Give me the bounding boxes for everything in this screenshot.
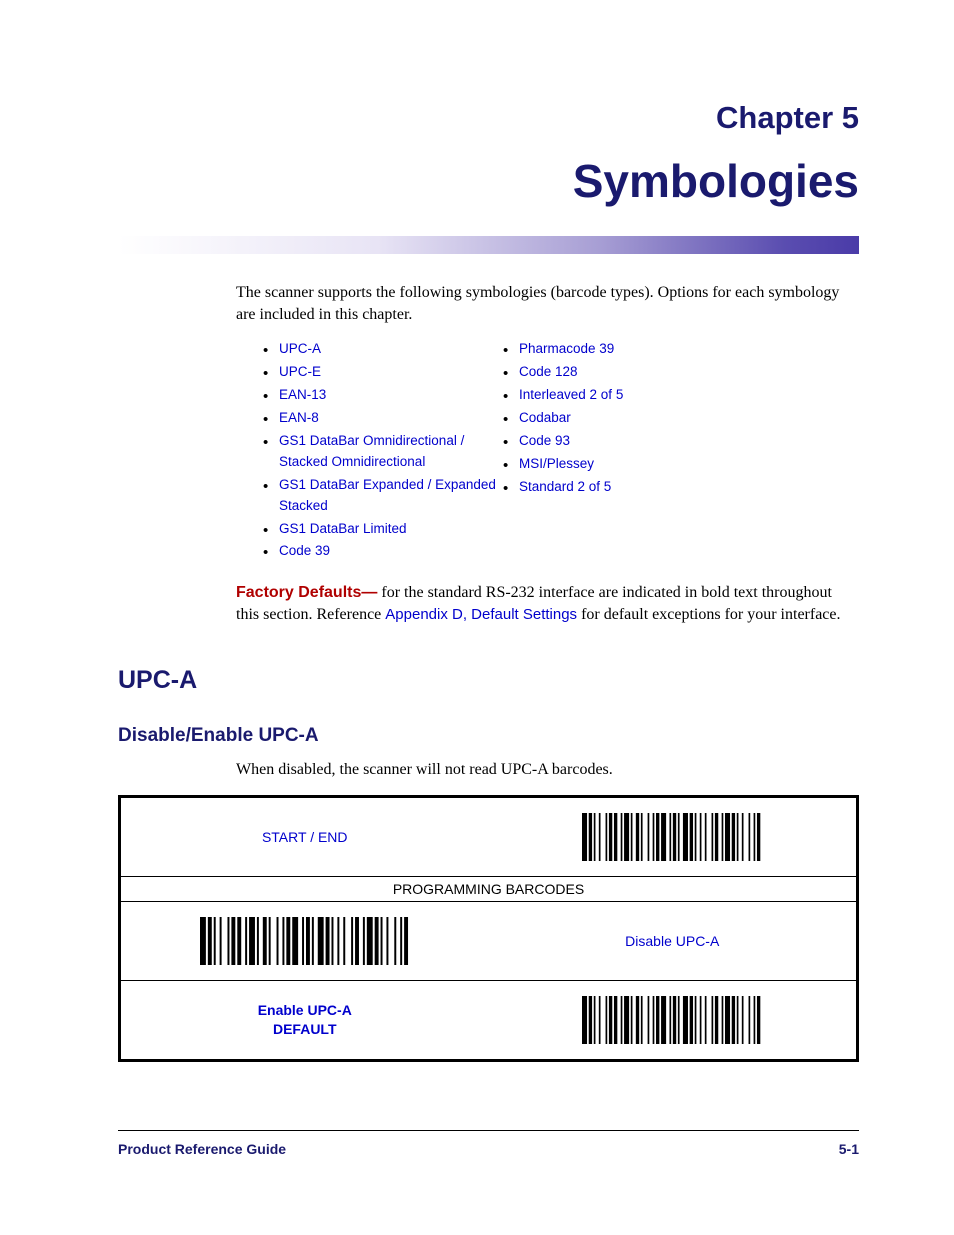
symbology-link[interactable]: UPC-A: [263, 339, 503, 360]
symbology-link[interactable]: EAN-8: [263, 408, 503, 429]
barcode-start-end: [582, 813, 762, 861]
symbology-link[interactable]: Code 39: [263, 541, 503, 562]
start-end-label: START / END: [262, 828, 348, 846]
footer-left: Product Reference Guide: [118, 1141, 286, 1157]
page-footer: Product Reference Guide 5-1: [118, 1130, 859, 1157]
symbology-link[interactable]: GS1 DataBar Omnidirectional / Stacked Om…: [263, 431, 503, 473]
symbology-lists: UPC-AUPC-EEAN-13EAN-8GS1 DataBar Omnidir…: [263, 339, 859, 564]
symbology-link[interactable]: EAN-13: [263, 385, 503, 406]
symbology-link[interactable]: UPC-E: [263, 362, 503, 383]
factory-defaults-label: Factory Defaults—: [236, 584, 377, 601]
symbology-link[interactable]: Pharmacode 39: [503, 339, 743, 360]
symbology-link[interactable]: GS1 DataBar Expanded / Expanded Stacked: [263, 475, 503, 517]
enable-label-cell: Enable UPC-ADEFAULT: [121, 981, 489, 1059]
chapter-title: Symbologies: [118, 154, 859, 208]
barcode-disable: [200, 917, 410, 965]
barcode-enable: [582, 996, 762, 1044]
symbology-list-right: Pharmacode 39Code 128Interleaved 2 of 5C…: [503, 339, 743, 564]
factory-defaults-paragraph: Factory Defaults— for the standard RS-23…: [236, 582, 859, 625]
symbology-list-left: UPC-AUPC-EEAN-13EAN-8GS1 DataBar Omnidir…: [263, 339, 503, 564]
start-end-barcode-cell: [489, 798, 857, 876]
subsection-heading-disable-enable: Disable/Enable UPC-A: [118, 725, 859, 747]
disable-barcode-cell: [121, 902, 489, 980]
disable-upca-label: Disable UPC-A: [625, 932, 719, 950]
chapter-number: Chapter 5: [118, 100, 859, 136]
symbology-link[interactable]: Interleaved 2 of 5: [503, 385, 743, 406]
gradient-rule: [118, 236, 859, 254]
footer-right: 5-1: [839, 1141, 859, 1157]
enable-barcode-cell: [489, 981, 857, 1059]
subsection-description: When disabled, the scanner will not read…: [236, 761, 859, 779]
symbology-link[interactable]: Standard 2 of 5: [503, 477, 743, 498]
appendix-link[interactable]: Appendix D, Default Settings: [385, 606, 577, 623]
section-heading-upca: UPC-A: [118, 666, 859, 695]
programming-barcodes-header: PROGRAMMING BARCODES: [121, 876, 856, 901]
start-end-cell: START / END: [121, 798, 489, 876]
symbology-link[interactable]: Code 128: [503, 362, 743, 383]
symbology-link[interactable]: Codabar: [503, 408, 743, 429]
symbology-link[interactable]: MSI/Plessey: [503, 454, 743, 475]
enable-upca-label: Enable UPC-ADEFAULT: [258, 1001, 352, 1037]
disable-label-cell: Disable UPC-A: [489, 902, 857, 980]
intro-paragraph: The scanner supports the following symbo…: [236, 282, 859, 325]
factory-text-2: for default exceptions for your interfac…: [577, 606, 840, 623]
programming-barcode-table: START / END PROGRAMMING BARCODES Disable…: [118, 795, 859, 1062]
symbology-link[interactable]: Code 93: [503, 431, 743, 452]
symbology-link[interactable]: GS1 DataBar Limited: [263, 519, 503, 540]
